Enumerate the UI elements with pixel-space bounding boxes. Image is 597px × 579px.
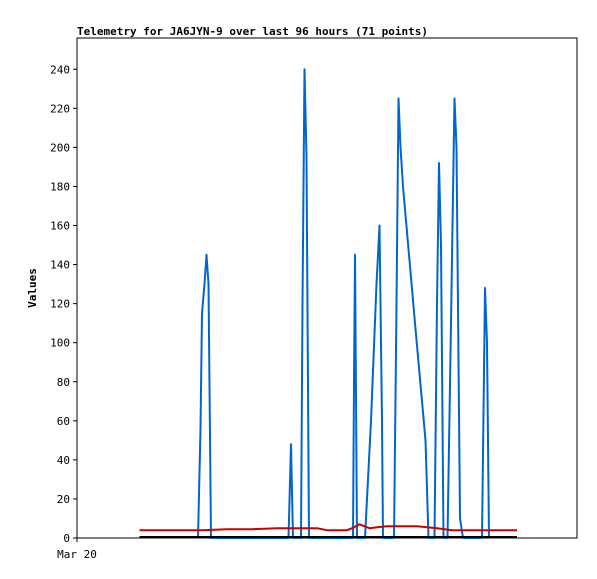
chart-title: Telemetry for JA6JYN-9 over last 96 hour…	[77, 25, 428, 38]
y-tick-label: 20	[57, 493, 70, 506]
y-axis-label: Values	[26, 268, 39, 308]
y-tick-label: 60	[57, 415, 70, 428]
y-tick-label: 140	[50, 259, 70, 272]
y-tick-label: 80	[57, 376, 70, 389]
x-tick-label: Mar 20	[57, 548, 97, 561]
y-tick-label: 160	[50, 220, 70, 233]
y-tick-label: 220	[50, 102, 70, 115]
series-layer	[139, 68, 517, 539]
y-tick-label: 100	[50, 337, 70, 350]
y-axis: 0 20 40 60 80 100 120 140 160 180 200 220 240	[50, 63, 77, 545]
x-axis: Mar 20	[57, 538, 97, 561]
y-tick-label: 120	[50, 298, 70, 311]
y-tick-label: 40	[57, 454, 70, 467]
y-tick-label: 0	[63, 532, 70, 545]
y-tick-label: 240	[50, 63, 70, 76]
series-line-2	[139, 523, 517, 532]
y-tick-label: 200	[50, 141, 70, 154]
plot-area	[76, 37, 578, 539]
y-tick-label: 180	[50, 180, 70, 193]
